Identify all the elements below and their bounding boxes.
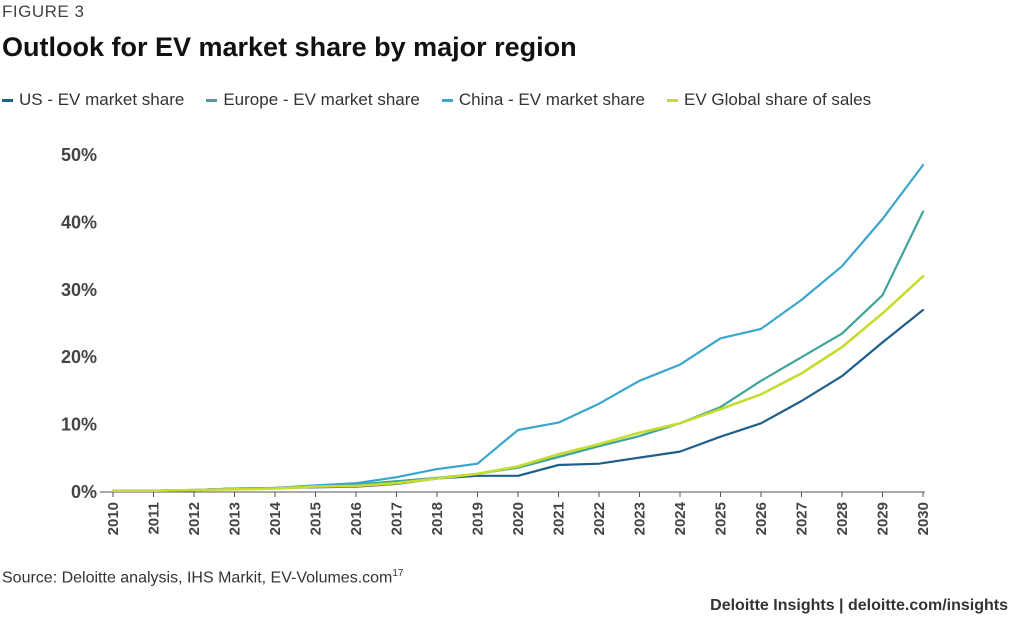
x-tick-label: 2030 [915,502,932,535]
chart-title: Outlook for EV market share by major reg… [2,32,577,62]
legend-swatch-china [441,98,453,102]
legend-swatch-europe [206,98,218,102]
x-tick-label: 2017 [389,502,406,535]
x-tick-label: 2027 [794,502,811,535]
source-text: Source: Deloitte analysis, IHS Markit, E… [2,569,393,587]
series-line [111,163,925,492]
x-tick-label: 2026 [753,502,770,535]
legend-swatch-global [667,98,678,102]
legend-swatch-us [2,98,13,102]
series-line [111,275,925,493]
x-tick-label: 2015 [308,502,325,535]
line-chart: 0% 10% 20% 30% 40% 50% 2010 2011 2012 2013 2014 201… [61,145,932,535]
x-tick-label: 2028 [834,502,851,535]
x-tick-label: 2010 [105,502,122,535]
chart-legend: US - EV market share Europe - EV market … [2,90,871,110]
x-tick-label: 2024 [672,501,689,535]
legend-item-china: China - EV market share [441,90,645,110]
legend-item-europe: Europe - EV market share [206,90,420,110]
source-footnote-ref: 17 [392,568,404,579]
legend-item-global: EV Global share of sales [667,90,871,110]
x-tick-label: 2020 [510,502,527,535]
y-tick-label: 10% [61,415,97,435]
x-tick-label: 2012 [186,502,203,535]
series-line [111,210,925,492]
x-tick-label: 2021 [551,502,568,535]
legend-label-us: US - EV market share [19,90,185,109]
x-tick-label: 2025 [713,502,730,535]
y-tick-label: 30% [61,280,97,300]
x-tick-label: 2029 [875,502,892,535]
y-tick-label: 40% [61,212,97,232]
x-tick-label: 2014 [267,501,284,535]
legend-item-us: US - EV market share [2,90,184,110]
x-tick-label: 2011 [146,502,163,535]
y-tick-label: 20% [61,347,97,367]
x-tick-label: 2016 [348,502,365,535]
legend-label-global: EV Global share of sales [684,90,872,109]
legend-label-china: China - EV market share [458,90,645,109]
x-tick-label: 2018 [429,502,446,535]
x-tick-label: 2022 [591,502,608,535]
source-note: Source: Deloitte analysis, IHS Markit, E… [2,568,404,587]
y-tick-label: 50% [61,145,97,165]
footer-credit: Deloitte Insights | deloitte.com/insight… [710,597,1008,614]
figure-label: FIGURE 3 [2,2,85,21]
y-tick-label: 0% [71,482,97,502]
series-line [111,308,925,492]
x-tick-label: 2013 [227,502,244,535]
x-tick-label: 2023 [632,502,649,535]
x-tick-label: 2019 [470,502,487,535]
legend-label-europe: Europe - EV market share [223,90,420,109]
